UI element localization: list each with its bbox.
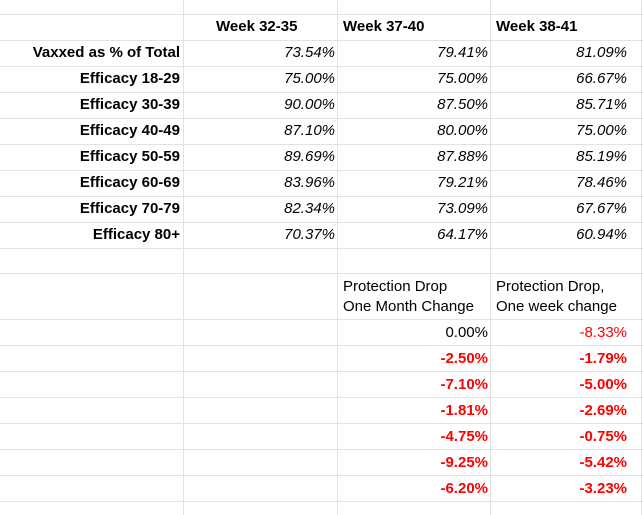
- table-cell[interactable]: 73.09%: [437, 200, 488, 217]
- grid-line: [183, 0, 184, 515]
- table-cell[interactable]: 90.00%: [284, 96, 335, 113]
- grid-line: [0, 248, 643, 249]
- grid-line: [0, 397, 643, 398]
- month-change-cell[interactable]: 0.00%: [445, 324, 488, 341]
- month-change-cell[interactable]: -9.25%: [440, 454, 488, 471]
- month-change-cell[interactable]: -2.50%: [440, 350, 488, 367]
- header-protection-week-line1: Protection Drop,: [496, 278, 605, 295]
- grid-line: [0, 423, 643, 424]
- column-header-week-37-40[interactable]: Week 37-40: [343, 18, 425, 35]
- grid-line: [0, 144, 643, 145]
- week-change-cell[interactable]: -1.79%: [579, 350, 627, 367]
- row-label-efficacy-40-49[interactable]: Efficacy 40-49: [79, 122, 180, 139]
- table-cell[interactable]: 85.19%: [576, 148, 627, 165]
- header-protection-month-line1: Protection Drop: [343, 278, 448, 295]
- grid-line: [641, 0, 642, 515]
- header-protection-week[interactable]: Protection Drop, One week change: [496, 277, 617, 317]
- week-change-cell[interactable]: -0.75%: [579, 428, 627, 445]
- table-cell[interactable]: 85.71%: [576, 96, 627, 113]
- row-label-efficacy-70-79[interactable]: Efficacy 70-79: [79, 200, 180, 217]
- table-cell[interactable]: 87.50%: [437, 96, 488, 113]
- week-change-cell[interactable]: -2.69%: [579, 402, 627, 419]
- table-cell[interactable]: 75.00%: [576, 122, 627, 139]
- table-cell[interactable]: 70.37%: [284, 226, 335, 243]
- month-change-cell[interactable]: -7.10%: [440, 376, 488, 393]
- week-change-cell[interactable]: -3.23%: [579, 480, 627, 497]
- table-cell[interactable]: 66.67%: [576, 70, 627, 87]
- table-cell[interactable]: 81.09%: [576, 44, 627, 61]
- grid-line: [0, 501, 643, 502]
- table-cell[interactable]: 79.21%: [437, 174, 488, 191]
- grid-line: [0, 222, 643, 223]
- row-label-efficacy-60-69[interactable]: Efficacy 60-69: [79, 174, 180, 191]
- grid-line: [0, 475, 643, 476]
- grid-line: [0, 40, 643, 41]
- week-change-cell[interactable]: -5.42%: [579, 454, 627, 471]
- table-cell[interactable]: 60.94%: [576, 226, 627, 243]
- week-change-cell[interactable]: -8.33%: [579, 324, 627, 341]
- grid-line: [0, 273, 643, 274]
- grid-line: [0, 319, 643, 320]
- table-cell[interactable]: 75.00%: [284, 70, 335, 87]
- grid-line: [0, 170, 643, 171]
- table-cell[interactable]: 82.34%: [284, 200, 335, 217]
- month-change-cell[interactable]: -4.75%: [440, 428, 488, 445]
- grid-line: [490, 0, 491, 515]
- table-cell[interactable]: 73.54%: [284, 44, 335, 61]
- row-label-efficacy-18-29[interactable]: Efficacy 18-29: [79, 70, 180, 87]
- row-label-vaxxed-pct[interactable]: Vaxxed as % of Total: [32, 44, 180, 61]
- table-cell[interactable]: 79.41%: [437, 44, 488, 61]
- grid-line: [337, 0, 338, 515]
- grid-line: [0, 449, 643, 450]
- table-cell[interactable]: 64.17%: [437, 226, 488, 243]
- column-header-week-38-41[interactable]: Week 38-41: [496, 18, 578, 35]
- week-change-cell[interactable]: -5.00%: [579, 376, 627, 393]
- row-label-efficacy-80-plus[interactable]: Efficacy 80+: [92, 226, 180, 243]
- table-cell[interactable]: 67.67%: [576, 200, 627, 217]
- table-cell[interactable]: 75.00%: [437, 70, 488, 87]
- row-label-efficacy-30-39[interactable]: Efficacy 30-39: [79, 96, 180, 113]
- row-label-efficacy-50-59[interactable]: Efficacy 50-59: [79, 148, 180, 165]
- grid-line: [0, 345, 643, 346]
- grid-line: [0, 66, 643, 67]
- table-cell[interactable]: 87.10%: [284, 122, 335, 139]
- header-protection-month-line2: One Month Change: [343, 298, 474, 315]
- month-change-cell[interactable]: -6.20%: [440, 480, 488, 497]
- grid-line: [0, 118, 643, 119]
- grid-line: [0, 92, 643, 93]
- grid-line: [0, 196, 643, 197]
- table-cell[interactable]: 87.88%: [437, 148, 488, 165]
- grid-line: [0, 14, 643, 15]
- header-protection-week-line2: One week change: [496, 298, 617, 315]
- column-header-week-32-35[interactable]: Week 32-35: [216, 18, 298, 35]
- grid-line: [0, 371, 643, 372]
- table-cell[interactable]: 80.00%: [437, 122, 488, 139]
- table-cell[interactable]: 78.46%: [576, 174, 627, 191]
- month-change-cell[interactable]: -1.81%: [440, 402, 488, 419]
- header-protection-month[interactable]: Protection Drop One Month Change: [343, 277, 474, 317]
- table-cell[interactable]: 89.69%: [284, 148, 335, 165]
- table-cell[interactable]: 83.96%: [284, 174, 335, 191]
